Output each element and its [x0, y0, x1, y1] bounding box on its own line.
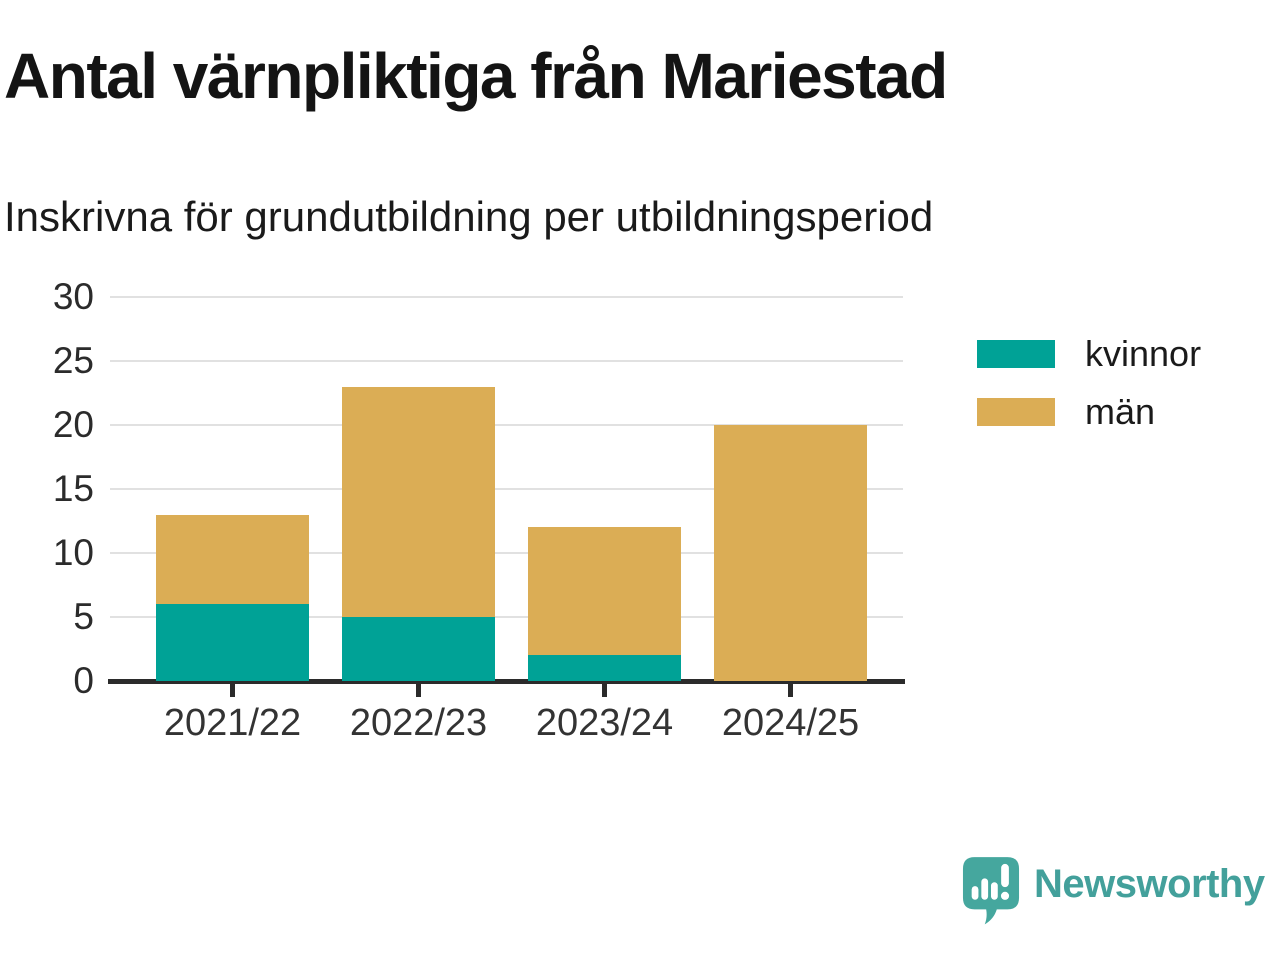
x-axis-tick-label: 2021/22	[163, 702, 302, 744]
x-axis-tick-label: 2023/24	[535, 702, 674, 744]
bar-segment-kvinnor-2021-22	[156, 604, 309, 681]
bar-segment-kvinnor-2022-23	[342, 617, 495, 681]
y-axis-tick-label: 30	[52, 276, 94, 317]
brand-name: Newsworthy	[1034, 862, 1265, 906]
legend-swatch-kvinnor	[977, 340, 1055, 368]
gridline	[110, 296, 903, 298]
newsworthy-logo-icon	[962, 856, 1020, 926]
gridline	[110, 424, 903, 426]
y-axis-tick-label: 10	[52, 532, 94, 573]
bar-segment-kvinnor-2023-24	[528, 655, 681, 681]
legend-item-kvinnor: kvinnor	[977, 333, 1201, 374]
x-axis-tick-label: 2022/23	[349, 702, 488, 744]
bar-segment-man-2021-22	[156, 514, 309, 605]
gridline	[110, 552, 903, 554]
y-axis-tick-label: 0	[73, 660, 94, 701]
gridline	[110, 488, 903, 490]
bar-segment-man-2023-24	[528, 527, 681, 656]
x-axis-tick	[230, 684, 235, 697]
x-axis-tick-label: 2024/25	[721, 702, 860, 744]
legend-label-man: män	[1085, 391, 1156, 432]
bar-segment-man-2022-23	[342, 386, 495, 617]
legend-label-kvinnor: kvinnor	[1085, 333, 1202, 374]
legend-swatch-man	[977, 398, 1055, 426]
brand-footer: Newsworthy	[962, 856, 1265, 926]
chart-legend: kvinnor män	[977, 333, 1201, 456]
chart-title: Antal värnpliktiga från Mariestad	[4, 40, 948, 112]
y-axis-tick-label: 15	[52, 468, 94, 509]
y-axis-tick-label: 25	[52, 340, 94, 381]
x-axis-line	[108, 679, 905, 684]
gridline	[110, 616, 903, 618]
x-axis-tick	[602, 684, 607, 697]
gridline	[110, 360, 903, 362]
legend-item-man: män	[977, 391, 1201, 432]
x-axis-tick	[788, 684, 793, 697]
y-axis-tick-label: 5	[73, 596, 94, 637]
y-axis-tick-label: 20	[52, 404, 94, 445]
bar-segment-man-2024-25	[714, 425, 867, 681]
x-axis-tick	[416, 684, 421, 697]
chart-subtitle: Inskrivna för grundutbildning per utbild…	[4, 193, 934, 240]
